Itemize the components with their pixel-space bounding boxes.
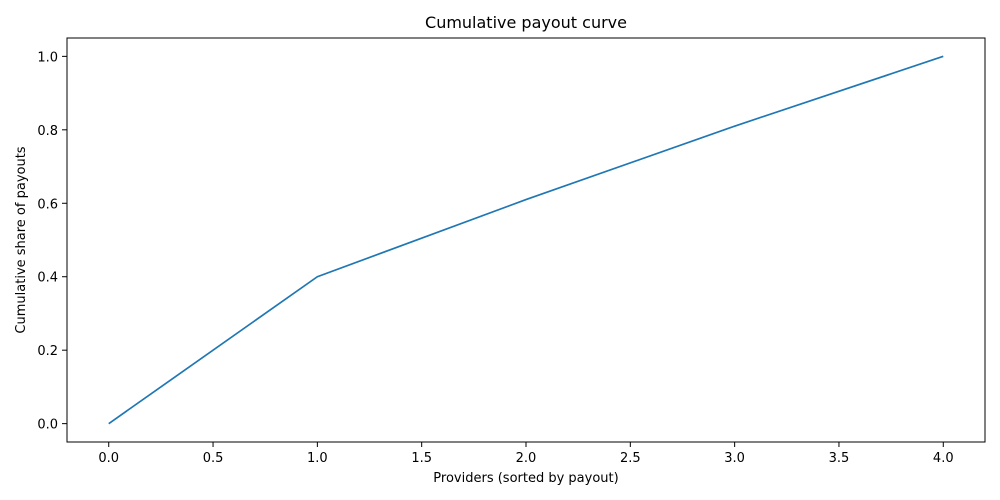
y-axis-label: Cumulative share of payouts — [14, 146, 29, 333]
chart-title: Cumulative payout curve — [425, 13, 627, 32]
y-tick-label: 0.2 — [37, 344, 58, 359]
x-tick-label: 2.0 — [516, 451, 537, 466]
x-tick-label: 4.0 — [933, 451, 954, 466]
y-tick-label: 0.6 — [37, 197, 58, 212]
y-tick-label: 0.4 — [37, 271, 58, 286]
y-tick-label: 1.0 — [37, 50, 58, 65]
x-tick-label: 1.5 — [411, 451, 432, 466]
y-tick-label: 0.8 — [37, 124, 58, 139]
x-tick-label: 2.5 — [620, 451, 641, 466]
x-axis-label: Providers (sorted by payout) — [433, 471, 618, 486]
x-tick-label: 1.0 — [307, 451, 328, 466]
plot-frame — [66, 37, 986, 443]
x-tick-label: 0.5 — [203, 451, 224, 466]
y-tick-label: 0.0 — [37, 418, 58, 433]
x-tick-label: 3.5 — [829, 451, 850, 466]
x-tick-label: 0.0 — [98, 451, 119, 466]
x-tick-label: 3.0 — [724, 451, 745, 466]
data-line — [108, 55, 944, 425]
